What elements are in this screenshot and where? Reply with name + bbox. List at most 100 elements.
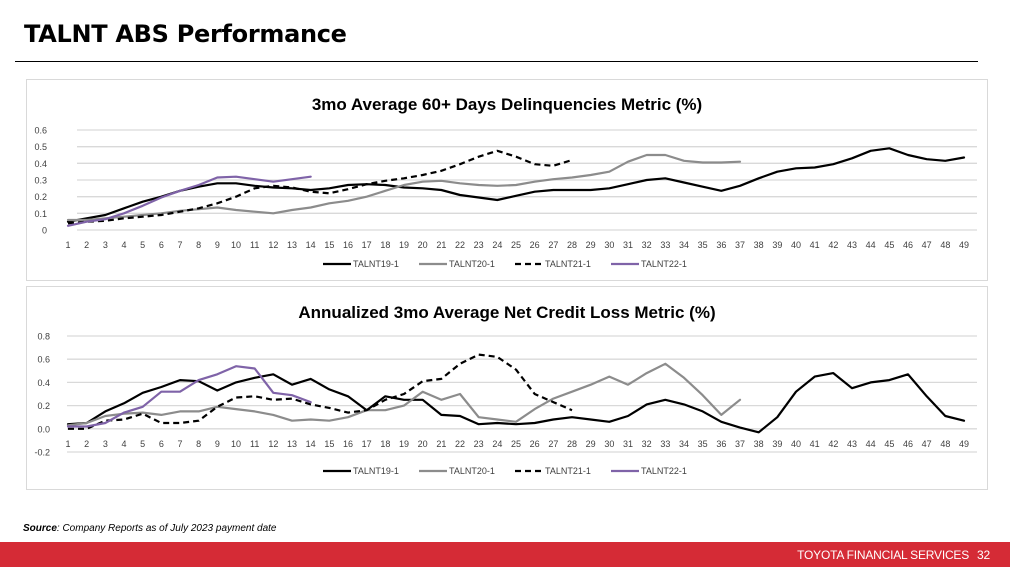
legend-label: TALNT20-1 (449, 259, 495, 269)
x-tick-label: 6 (159, 240, 164, 250)
chart-title: Annualized 3mo Average Net Credit Loss M… (298, 303, 715, 322)
x-tick-label: 49 (959, 240, 969, 250)
y-tick-label: 0.2 (37, 401, 50, 411)
x-tick-label: 9 (215, 439, 220, 449)
x-tick-label: 4 (121, 439, 126, 449)
chart-title: 3mo Average 60+ Days Delinquencies Metri… (312, 95, 702, 114)
x-tick-label: 44 (866, 439, 876, 449)
x-tick-label: 17 (362, 240, 372, 250)
x-tick-label: 22 (455, 240, 465, 250)
legend-label: TALNT22-1 (641, 259, 687, 269)
y-tick-label: 0.1 (34, 209, 47, 219)
x-tick-label: 8 (196, 439, 201, 449)
x-tick-label: 12 (268, 240, 278, 250)
x-tick-label: 25 (511, 240, 521, 250)
x-tick-label: 5 (140, 439, 145, 449)
x-tick-label: 26 (530, 240, 540, 250)
legend-label: TALNT19-1 (353, 466, 399, 476)
x-tick-label: 48 (940, 439, 950, 449)
legend-label: TALNT22-1 (641, 466, 687, 476)
x-tick-label: 34 (679, 439, 689, 449)
x-tick-label: 8 (196, 240, 201, 250)
x-tick-label: 23 (474, 240, 484, 250)
legend-label: TALNT21-1 (545, 259, 591, 269)
y-tick-label: -0.2 (34, 448, 50, 458)
x-tick-label: 12 (268, 439, 278, 449)
net-credit-loss-chart-panel: Annualized 3mo Average Net Credit Loss M… (26, 286, 988, 490)
x-tick-label: 6 (159, 439, 164, 449)
series-line-talnt21-1 (68, 353, 573, 430)
x-tick-label: 3 (103, 439, 108, 449)
x-tick-label: 15 (324, 439, 334, 449)
y-tick-label: 0.6 (37, 355, 50, 365)
net-credit-loss-chart: Annualized 3mo Average Net Credit Loss M… (34, 303, 977, 476)
y-tick-label: 0 (42, 226, 47, 236)
x-tick-label: 17 (362, 439, 372, 449)
y-tick-label: 0.5 (34, 142, 47, 152)
x-tick-label: 42 (828, 439, 838, 449)
x-tick-label: 23 (474, 439, 484, 449)
legend-label: TALNT19-1 (353, 259, 399, 269)
x-tick-label: 40 (791, 439, 801, 449)
x-tick-label: 47 (922, 439, 932, 449)
x-tick-label: 2 (84, 240, 89, 250)
x-tick-label: 2 (84, 439, 89, 449)
x-tick-label: 16 (343, 240, 353, 250)
x-tick-label: 35 (698, 439, 708, 449)
x-tick-label: 21 (436, 240, 446, 250)
x-tick-label: 29 (586, 439, 596, 449)
x-tick-label: 41 (810, 439, 820, 449)
x-tick-label: 45 (884, 439, 894, 449)
x-tick-label: 15 (324, 240, 334, 250)
x-tick-label: 36 (716, 439, 726, 449)
x-tick-label: 39 (772, 240, 782, 250)
x-tick-label: 7 (177, 240, 182, 250)
x-tick-label: 31 (623, 240, 633, 250)
x-tick-label: 11 (250, 240, 259, 250)
x-tick-label: 1 (65, 439, 70, 449)
x-tick-label: 10 (231, 439, 241, 449)
x-tick-label: 13 (287, 240, 297, 250)
series-line-talnt19-1 (66, 371, 966, 434)
x-tick-label: 13 (287, 439, 297, 449)
x-tick-label: 33 (660, 240, 670, 250)
x-tick-label: 4 (121, 240, 126, 250)
x-tick-label: 27 (548, 439, 558, 449)
x-tick-label: 35 (698, 240, 708, 250)
x-tick-label: 43 (847, 439, 857, 449)
x-tick-label: 33 (660, 439, 670, 449)
y-tick-label: 0.8 (37, 332, 50, 342)
x-tick-label: 34 (679, 240, 689, 250)
y-tick-label: 0.0 (37, 424, 50, 434)
x-tick-label: 46 (903, 240, 913, 250)
x-tick-label: 44 (866, 240, 876, 250)
x-tick-label: 42 (828, 240, 838, 250)
x-tick-label: 19 (399, 439, 409, 449)
x-tick-label: 38 (754, 240, 764, 250)
x-tick-label: 40 (791, 240, 801, 250)
x-tick-label: 11 (250, 439, 259, 449)
y-tick-label: 0.2 (34, 192, 47, 202)
x-tick-label: 38 (754, 439, 764, 449)
x-tick-label: 5 (140, 240, 145, 250)
source-text: : Company Reports as of July 2023 paymen… (56, 523, 277, 534)
x-tick-label: 41 (810, 240, 820, 250)
x-tick-label: 49 (959, 439, 969, 449)
y-tick-label: 0.4 (34, 159, 47, 169)
x-tick-label: 26 (530, 439, 540, 449)
x-tick-label: 46 (903, 439, 913, 449)
x-tick-label: 16 (343, 439, 353, 449)
x-tick-label: 9 (215, 240, 220, 250)
x-tick-label: 21 (436, 439, 446, 449)
x-tick-label: 19 (399, 240, 409, 250)
x-tick-label: 18 (380, 240, 390, 250)
x-tick-label: 47 (922, 240, 932, 250)
x-tick-label: 43 (847, 240, 857, 250)
x-tick-label: 3 (103, 240, 108, 250)
y-tick-label: 0.4 (37, 378, 50, 388)
source-note: Source: Company Reports as of July 2023 … (23, 523, 276, 534)
footer-text: TOYOTA FINANCIAL SERVICES 32 (797, 548, 990, 562)
x-tick-label: 24 (492, 439, 502, 449)
x-tick-label: 28 (567, 439, 577, 449)
x-tick-label: 18 (380, 439, 390, 449)
